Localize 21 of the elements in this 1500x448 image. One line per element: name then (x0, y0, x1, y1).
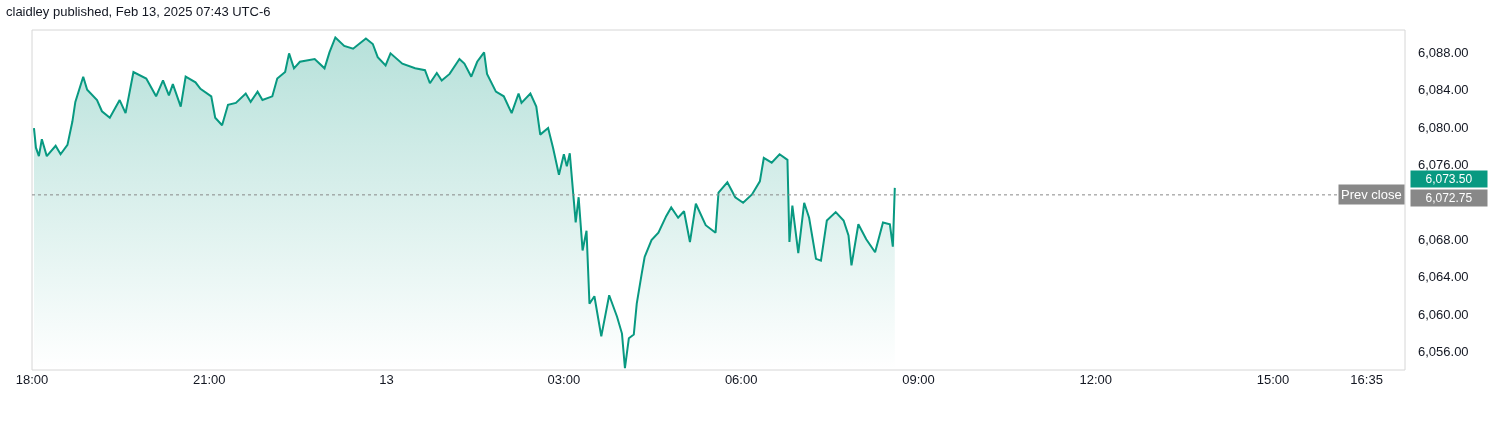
y-tick-label: 6,056.00 (1418, 343, 1469, 359)
y-tick-label: 6,076.00 (1418, 157, 1469, 173)
y-tick-label: 6,084.00 (1418, 82, 1469, 98)
chart-title: claidley published, Feb 13, 2025 07:43 UTC-6 (6, 3, 271, 19)
text: 6,073.50 (1425, 172, 1473, 186)
x-tick-label: 21:00 (193, 372, 226, 387)
y-tick-label: 6,080.00 (1418, 119, 1469, 135)
x-tick-label: 12:00 (1079, 372, 1112, 387)
x-tick-label: 13 (379, 372, 394, 387)
x-tick-label: 15:00 (1256, 372, 1290, 387)
x-tick-label: 06:00 (724, 372, 758, 387)
y-tick-label: 6,060.00 (1418, 306, 1469, 322)
x-tick-label: 03:00 (547, 372, 581, 387)
x-tick-label: 18:00 (15, 372, 49, 387)
y-tick-label: 6,068.00 (1418, 231, 1469, 247)
y-tick-label: 6,088.00 (1418, 44, 1469, 60)
ref-line-label: Prev close (1341, 187, 1402, 202)
text: 6,072.75 (1425, 191, 1473, 205)
x-tick-label: 09:00 (902, 372, 935, 387)
x-tick-label: 16:35 (1350, 372, 1383, 387)
y-tick-label: 6,064.00 (1418, 269, 1469, 285)
